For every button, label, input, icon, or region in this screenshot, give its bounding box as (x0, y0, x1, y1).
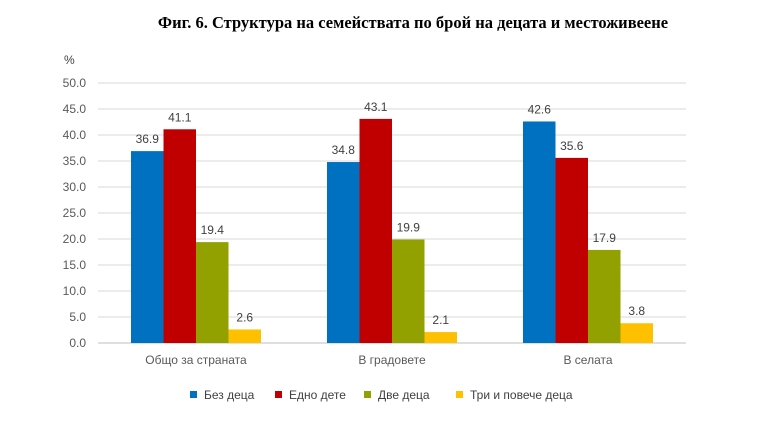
bar (196, 242, 229, 343)
bar (228, 329, 261, 343)
data-label: 43.1 (364, 100, 388, 114)
legend-label: Три и повече деца (470, 388, 573, 402)
y-axis-unit-label: % (64, 53, 75, 67)
bar (555, 157, 588, 343)
bar (588, 249, 621, 343)
y-tick-label: 15.0 (63, 258, 87, 272)
bar (327, 162, 360, 343)
data-label: 2.6 (236, 310, 253, 324)
legend-label: Две деца (378, 388, 430, 402)
legend-swatch (456, 391, 463, 398)
x-axis-ticks: Общо за страната В градовете В селата (145, 353, 613, 367)
x-tick-label: В градовете (358, 353, 426, 367)
legend-label: Едно дете (289, 388, 346, 402)
data-label: 19.4 (201, 223, 225, 237)
legend-swatch (190, 391, 197, 398)
y-tick-label: 30.0 (63, 180, 87, 194)
x-tick-label: Общо за страната (145, 353, 247, 367)
data-label: 35.6 (560, 139, 584, 153)
bar (523, 121, 556, 343)
legend-swatch (364, 391, 371, 398)
y-tick-label: 0.0 (69, 336, 86, 350)
y-axis-ticks: 0.0 5.0 10.0 15.0 20.0 25.0 30.0 35.0 40.0 45.0 50… (63, 76, 87, 350)
data-label: 17.9 (593, 231, 617, 245)
legend-label: Без деца (204, 388, 255, 402)
bar (424, 332, 457, 343)
chart-title: Фиг. 6. Структура на семействата по брой… (157, 13, 669, 32)
bar (163, 129, 196, 343)
data-label: 41.1 (168, 110, 192, 124)
legend-swatch (275, 391, 282, 398)
data-label: 19.9 (397, 221, 421, 235)
y-tick-label: 50.0 (63, 76, 87, 90)
y-tick-label: 35.0 (63, 154, 87, 168)
y-tick-label: 5.0 (69, 310, 86, 324)
legend: Без деца Едно дете Две деца Три и повече де… (190, 388, 573, 402)
y-tick-label: 10.0 (63, 284, 87, 298)
y-tick-label: 45.0 (63, 102, 87, 116)
bar (359, 118, 392, 343)
y-tick-label: 25.0 (63, 206, 87, 220)
x-tick-label: В селата (563, 353, 612, 367)
bar (392, 239, 425, 343)
bar (131, 151, 164, 343)
data-label: 36.9 (136, 132, 160, 146)
bars (131, 118, 653, 343)
bar (620, 323, 653, 343)
data-label: 3.8 (628, 304, 645, 318)
y-tick-label: 20.0 (63, 232, 87, 246)
data-label: 42.6 (528, 102, 552, 116)
y-tick-label: 40.0 (63, 128, 87, 142)
data-label: 34.8 (332, 143, 356, 157)
data-labels: 36.9 41.1 19.4 2.6 34.8 43.1 19.9 2.1 42.6 35.6 17… (136, 100, 646, 327)
data-label: 2.1 (432, 313, 449, 327)
